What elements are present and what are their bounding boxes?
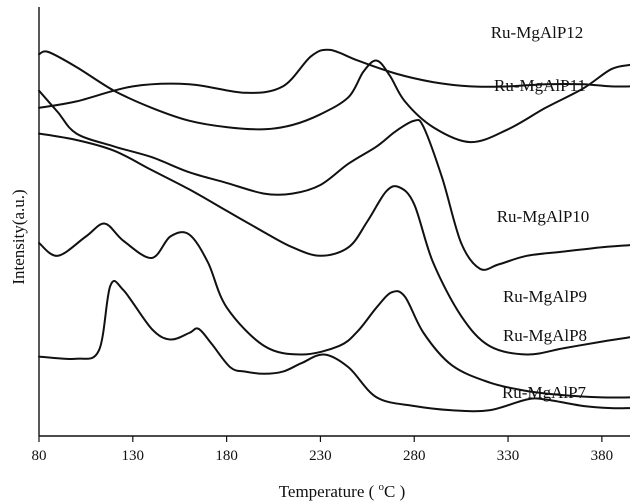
series-line-ru-mgalp8 (38, 222, 630, 399)
series-label-ru-mgalp8: Ru-MgAlP8 (503, 326, 587, 345)
series-label-ru-mgalp9: Ru-MgAlP9 (503, 287, 587, 306)
series-labels: Ru-MgAlP12 Ru-MgAlP11 Ru-MgAlP10 Ru-MgAlP9 R… (491, 23, 590, 402)
x-tick-label: 180 (215, 448, 238, 464)
series-line-ru-mgalp7 (38, 279, 630, 413)
series-curves (38, 48, 630, 413)
x-tick-label: 280 (403, 448, 426, 464)
x-tick-label: 380 (591, 448, 614, 464)
series-label-ru-mgalp11: Ru-MgAlP11 (494, 76, 586, 95)
plot-area (38, 7, 630, 437)
series-line-ru-mgalp9 (38, 132, 630, 356)
series-label-ru-mgalp10: Ru-MgAlP10 (497, 207, 590, 226)
x-axis-ticks: 80 130 180 230 280 330 380 (32, 436, 614, 464)
series-line-ru-mgalp12 (38, 48, 630, 109)
x-tick-label: 80 (32, 448, 47, 464)
x-tick-label: 130 (122, 448, 145, 464)
degree-superscript: o (379, 481, 385, 493)
series-label-ru-mgalp12: Ru-MgAlP12 (491, 23, 584, 42)
x-tick-label: 330 (497, 448, 520, 464)
series-line-ru-mgalp10 (38, 89, 630, 271)
x-tick-label: 230 (309, 448, 332, 464)
y-axis-title: Intensity(a.u.) (9, 189, 28, 284)
series-label-ru-mgalp7: Ru-MgAlP7 (502, 383, 587, 402)
x-axis-title-unit: C ) (384, 482, 405, 501)
series-line-ru-mgalp11 (38, 50, 630, 144)
x-axis-title: Temperature ( oC ) (279, 481, 406, 501)
x-axis-title-text: Temperature ( (279, 482, 379, 501)
